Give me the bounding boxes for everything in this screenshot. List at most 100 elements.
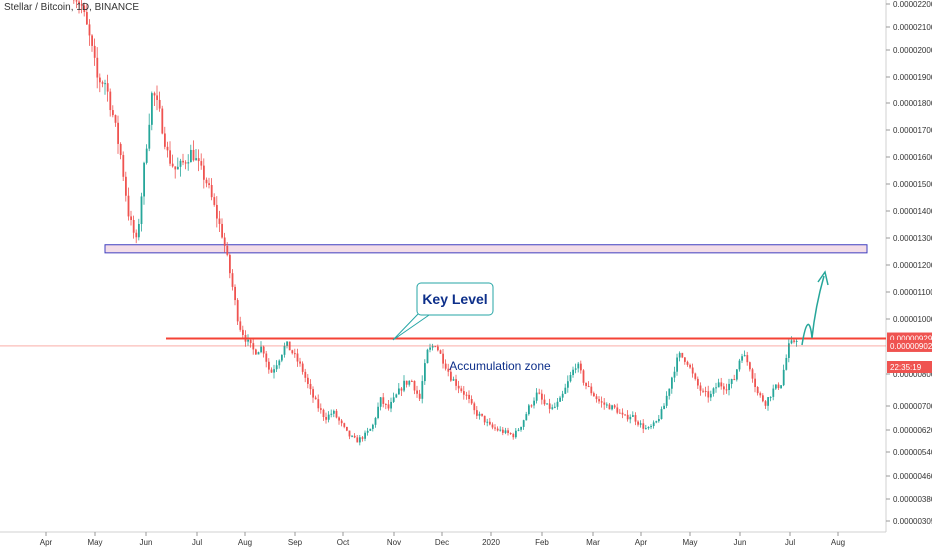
candle-body xyxy=(577,363,580,369)
candle-body xyxy=(686,361,689,365)
x-tick-label: Aug xyxy=(831,538,845,547)
candle-body xyxy=(392,397,395,402)
candle-body xyxy=(619,412,621,414)
candle-body xyxy=(78,1,80,5)
candle-body xyxy=(200,161,203,166)
candle-body xyxy=(156,95,158,100)
candle-body xyxy=(343,423,346,427)
candle-body xyxy=(660,409,663,419)
candle-body xyxy=(190,149,192,163)
candle-body xyxy=(359,437,361,443)
candle-body xyxy=(470,399,473,404)
x-tick-label: Dec xyxy=(435,538,449,547)
candle-body xyxy=(231,273,234,287)
callout-box xyxy=(416,282,494,316)
price-badge-label: 0.00000929 xyxy=(890,335,932,344)
candle-body xyxy=(418,393,421,399)
candle-body xyxy=(174,166,177,170)
candle-body xyxy=(520,426,522,430)
candle-body xyxy=(608,404,611,410)
x-tick-label: Sep xyxy=(288,538,303,547)
candle-body xyxy=(754,378,756,388)
candle-body xyxy=(104,83,106,85)
candle-body xyxy=(525,414,528,421)
candle-body xyxy=(548,403,551,409)
candle-body xyxy=(780,385,782,389)
candle-body xyxy=(213,197,216,205)
candle-body xyxy=(372,424,374,429)
candle-body xyxy=(603,402,606,405)
candle-body xyxy=(275,365,278,370)
candle-body xyxy=(130,216,132,221)
candle-body xyxy=(769,396,772,398)
candle-body xyxy=(283,345,286,355)
projection-arrow xyxy=(801,275,825,346)
candle-body xyxy=(299,361,301,364)
candle-body xyxy=(473,403,476,411)
candle-body xyxy=(444,363,447,369)
candle-body xyxy=(379,397,382,407)
candle-body xyxy=(221,223,223,238)
candle-body xyxy=(424,363,426,382)
candle-body xyxy=(634,415,637,422)
candle-body xyxy=(106,83,109,92)
candle-body xyxy=(489,421,491,425)
candle-body xyxy=(195,158,197,161)
candle-body xyxy=(377,406,379,419)
candle-body xyxy=(535,392,538,401)
candle-body xyxy=(494,427,496,429)
candle-body xyxy=(223,237,226,246)
candle-body xyxy=(574,368,577,370)
candle-body xyxy=(366,430,369,433)
y-tick-label: 0.00001100 xyxy=(893,288,932,297)
arrow-head xyxy=(817,270,829,286)
candle-body xyxy=(710,393,712,398)
candle-body xyxy=(312,389,314,398)
candle-body xyxy=(431,346,434,348)
candle-body xyxy=(304,371,307,378)
candle-body xyxy=(450,371,452,381)
y-tick-label: 0.00001900 xyxy=(893,73,932,82)
candle-body xyxy=(538,392,541,394)
candle-body xyxy=(340,420,343,424)
candle-body xyxy=(639,423,642,425)
candle-body xyxy=(96,57,99,78)
candle-body xyxy=(75,0,78,2)
candle-body xyxy=(751,369,754,379)
candle-body xyxy=(239,321,242,330)
y-tick-label: 0.00000800 xyxy=(893,370,932,379)
candle-body xyxy=(151,93,153,125)
candle-body xyxy=(606,404,608,406)
candle-body xyxy=(561,393,564,398)
candle-body xyxy=(117,122,119,144)
candle-body xyxy=(668,388,671,396)
y-tick-label: 0.00000305 xyxy=(893,517,932,526)
candle-body xyxy=(234,286,236,301)
candle-body xyxy=(585,382,587,386)
price-badge xyxy=(887,339,932,352)
candle-body xyxy=(465,394,468,396)
y-tick-label: 0.00001700 xyxy=(893,126,932,135)
candle-body xyxy=(546,403,548,405)
candle-body xyxy=(746,355,749,363)
candle-body xyxy=(720,382,723,387)
candle-body xyxy=(499,429,502,431)
candle-body xyxy=(197,158,200,162)
candle-body xyxy=(177,166,179,170)
candle-body xyxy=(595,396,598,400)
candle-body xyxy=(502,429,504,433)
x-tick-label: Jun xyxy=(734,538,747,547)
candle-body xyxy=(613,405,616,408)
x-tick-label: Jun xyxy=(140,538,153,547)
candle-body xyxy=(621,412,624,415)
candle-body xyxy=(145,148,148,163)
y-tick-label: 0.00001300 xyxy=(893,234,932,243)
candle-body xyxy=(335,410,338,418)
candle-body xyxy=(460,388,463,392)
candle-body xyxy=(260,346,262,353)
candle-body xyxy=(736,369,738,380)
candle-body xyxy=(203,165,205,180)
candle-body xyxy=(590,386,593,394)
candle-body xyxy=(327,414,330,420)
candle-body xyxy=(242,329,244,335)
